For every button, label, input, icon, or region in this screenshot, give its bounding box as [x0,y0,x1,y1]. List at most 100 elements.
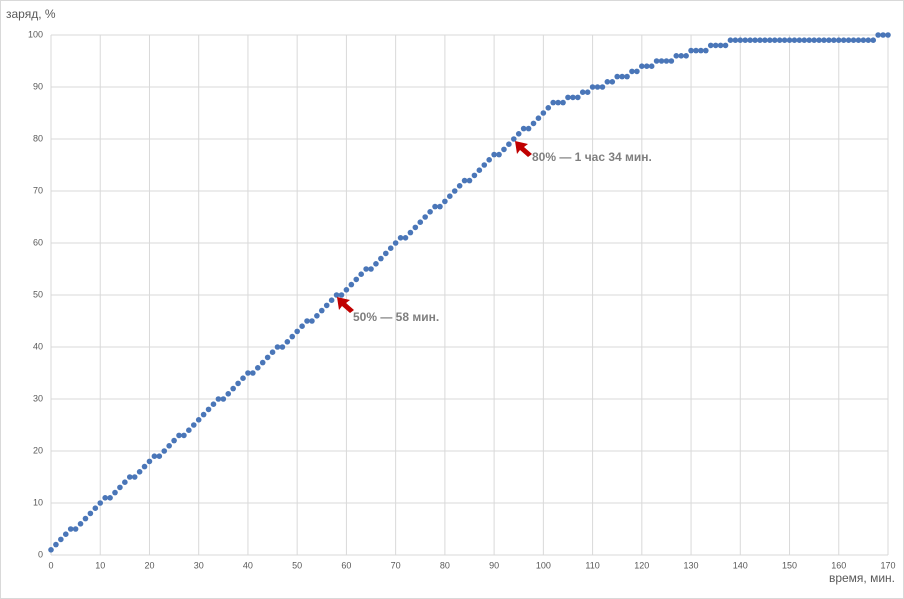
data-point [461,177,468,184]
data-point [112,489,118,496]
data-point [850,37,857,43]
data-point [796,37,803,43]
data-point [501,146,507,153]
data-point [707,42,714,49]
x-tick-label: 20 [144,560,154,570]
data-point [717,42,724,49]
arrow [515,141,532,157]
data-point [727,37,734,43]
data-point [442,198,448,205]
data-point [663,58,670,64]
data-point [821,37,827,43]
y-tick-label: 80 [33,133,43,143]
data-point [826,37,832,43]
data-point [506,141,512,147]
data-point [284,339,291,345]
data-point [629,68,635,75]
data-point [737,37,744,43]
data-point [609,79,616,85]
data-point [456,183,463,189]
x-tick-label: 120 [634,560,649,570]
data-point [466,177,473,184]
data-point [156,453,163,460]
data-point [171,437,177,444]
x-tick-label: 130 [684,560,699,570]
data-point [427,209,433,215]
data-point [92,505,99,512]
data-point [402,235,409,241]
data-point [166,443,172,449]
x-tick-label: 80 [440,560,450,570]
data-point [698,47,704,54]
data-point [781,37,788,43]
data-point [205,406,212,413]
data-point [614,73,621,80]
data-point [392,240,399,246]
data-point [845,37,852,43]
data-point [481,162,488,168]
data-point [742,37,749,43]
data-point [195,417,202,423]
data-point [875,32,881,38]
data-point [318,307,325,314]
data-point [575,94,581,101]
data-point [97,500,104,506]
data-point [200,411,207,418]
data-point [102,495,108,501]
y-tick-label: 10 [33,497,43,507]
data-point [299,323,305,330]
data-point [570,94,576,101]
data-point [131,474,138,480]
data-point [309,318,315,324]
data-point [245,370,251,376]
data-point [776,37,783,43]
data-point [141,463,148,470]
data-point [555,99,561,106]
data-point [412,224,419,231]
data-point [417,219,424,225]
data-point [525,125,532,132]
data-point [535,115,542,121]
data-point [294,328,300,335]
data-point [269,349,276,356]
data-point [181,432,187,439]
data-point [107,495,113,501]
data-point [338,292,345,298]
data-point [432,203,438,210]
data-point [151,453,158,460]
data-point [811,37,817,43]
data-point [62,531,69,537]
data-point [683,53,689,59]
data-point [885,32,891,38]
data-point [599,84,606,90]
data-point [624,73,630,80]
data-point [215,396,222,402]
data-point [653,58,660,64]
y-tick-label: 90 [33,81,43,91]
x-tick-label: 30 [194,560,204,570]
data-point [486,157,492,163]
data-point [67,526,74,532]
y-tick-label: 40 [33,341,43,351]
x-tick-label: 0 [48,560,53,570]
data-point [146,458,153,465]
data-point [550,99,556,106]
data-point [752,37,758,43]
data-point [476,167,483,173]
data-point [786,37,793,43]
x-axis-title: время, мин. [829,571,895,585]
data-point [437,203,443,210]
data-point [289,333,296,340]
data-point [279,344,286,350]
data-point [545,105,552,111]
data-point [712,42,719,49]
data-point [136,469,143,475]
x-tick-label: 100 [536,560,551,570]
data-point [225,391,232,397]
data-point [791,37,798,43]
y-tick-label: 30 [33,393,43,403]
data-point [314,313,320,319]
data-point [619,73,625,80]
y-tick-label: 50 [33,289,43,299]
